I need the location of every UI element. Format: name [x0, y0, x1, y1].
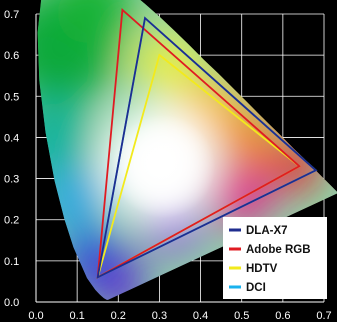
- y-tick-label: 0.0: [4, 297, 19, 309]
- x-tick-label: 0.1: [69, 310, 84, 322]
- y-tick-label: 0.5: [4, 91, 19, 103]
- gamut-triangle-dla-x7: [96, 16, 318, 279]
- x-tick-label: 0.5: [234, 310, 249, 322]
- legend-label: DLA-X7: [246, 225, 288, 237]
- plot-axes: 0.0 0.1 0.2 0.3 0.4 0.5 0.6 0.7 0.0 0.1 0.2 0.3 0.4 0…: [4, 9, 332, 322]
- white-point-glow: [111, 114, 216, 219]
- x-tick-label: 0.6: [275, 310, 290, 322]
- y-tick-label: 0.2: [4, 215, 19, 227]
- y-tick-label: 0.6: [4, 50, 19, 62]
- x-tick-label: 0.4: [193, 310, 208, 322]
- color-blob: [37, 97, 93, 178]
- gamut-triangles: [96, 8, 318, 280]
- legend-label: Adobe RGB: [246, 244, 311, 256]
- legend: DLA-X7 Adobe RGB HDTV DCI: [223, 217, 327, 299]
- x-tick-label: 0.2: [111, 310, 126, 322]
- x-tick-label: 0.7: [316, 310, 331, 322]
- gamut-triangle-adobe-rgb: [96, 8, 301, 279]
- color-blob: [133, 29, 202, 98]
- x-tick-label: 0.0: [28, 310, 43, 322]
- legend-label: DCI: [246, 282, 266, 294]
- y-tick-label: 0.4: [4, 132, 19, 144]
- color-blob: [219, 107, 280, 168]
- y-tick-label: 0.3: [4, 174, 19, 186]
- color-blob: [209, 163, 274, 228]
- color-blob: [53, 0, 134, 46]
- y-tick-label: 0.7: [4, 9, 19, 21]
- legend-label: HDTV: [246, 263, 278, 275]
- y-tick-label: 0.1: [4, 256, 19, 268]
- x-tick-label: 0.3: [152, 310, 167, 322]
